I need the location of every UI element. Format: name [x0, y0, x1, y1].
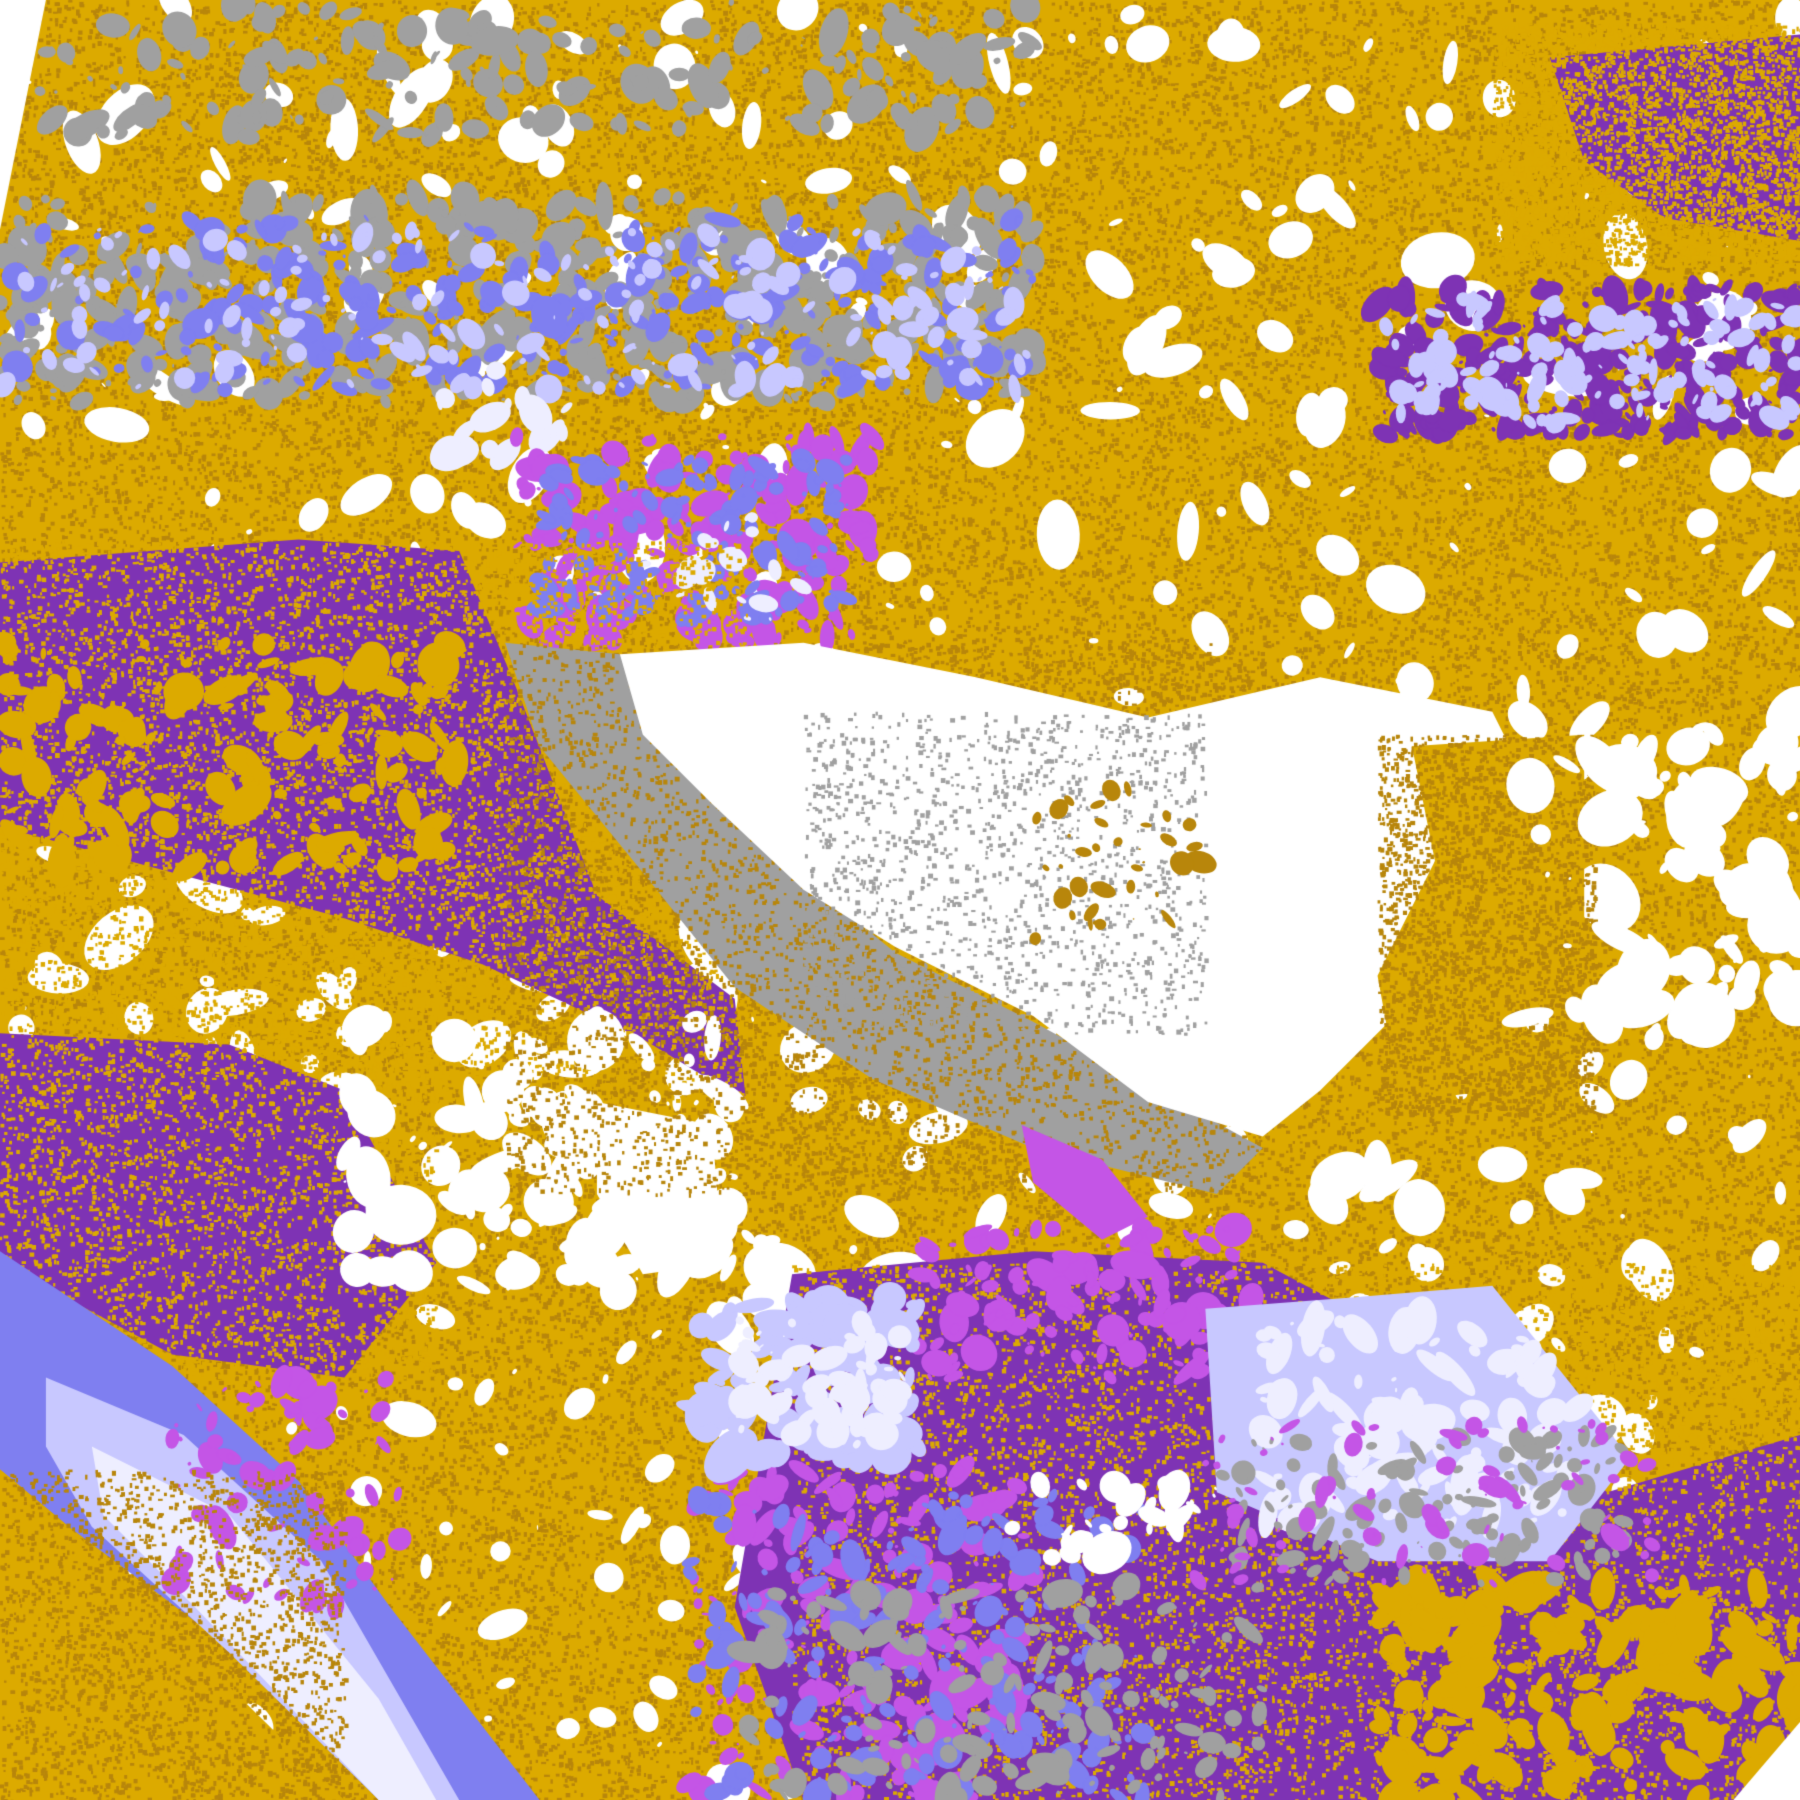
classified-satellite-map [0, 0, 1800, 1800]
